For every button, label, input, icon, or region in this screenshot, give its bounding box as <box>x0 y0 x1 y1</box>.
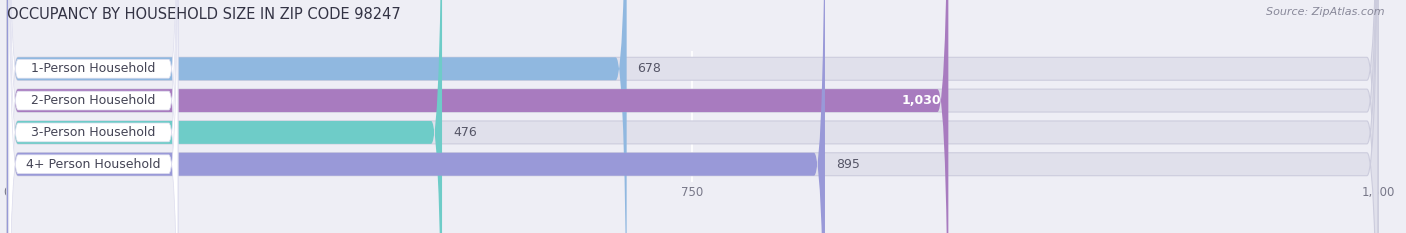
Text: 4+ Person Household: 4+ Person Household <box>27 158 160 171</box>
Text: 476: 476 <box>453 126 477 139</box>
Text: 3-Person Household: 3-Person Household <box>31 126 156 139</box>
FancyBboxPatch shape <box>7 0 825 233</box>
Text: 1,030: 1,030 <box>901 94 941 107</box>
FancyBboxPatch shape <box>7 0 441 233</box>
FancyBboxPatch shape <box>8 0 179 233</box>
FancyBboxPatch shape <box>7 0 1378 233</box>
FancyBboxPatch shape <box>7 0 1378 233</box>
FancyBboxPatch shape <box>8 0 179 233</box>
Text: OCCUPANCY BY HOUSEHOLD SIZE IN ZIP CODE 98247: OCCUPANCY BY HOUSEHOLD SIZE IN ZIP CODE … <box>7 7 401 22</box>
Text: 678: 678 <box>638 62 661 75</box>
Text: Source: ZipAtlas.com: Source: ZipAtlas.com <box>1267 7 1385 17</box>
FancyBboxPatch shape <box>7 0 948 233</box>
FancyBboxPatch shape <box>8 0 179 233</box>
FancyBboxPatch shape <box>8 0 179 233</box>
FancyBboxPatch shape <box>7 0 1378 233</box>
FancyBboxPatch shape <box>7 0 1378 233</box>
Text: 2-Person Household: 2-Person Household <box>31 94 156 107</box>
Text: 1-Person Household: 1-Person Household <box>31 62 156 75</box>
Text: 895: 895 <box>837 158 860 171</box>
FancyBboxPatch shape <box>7 0 627 233</box>
